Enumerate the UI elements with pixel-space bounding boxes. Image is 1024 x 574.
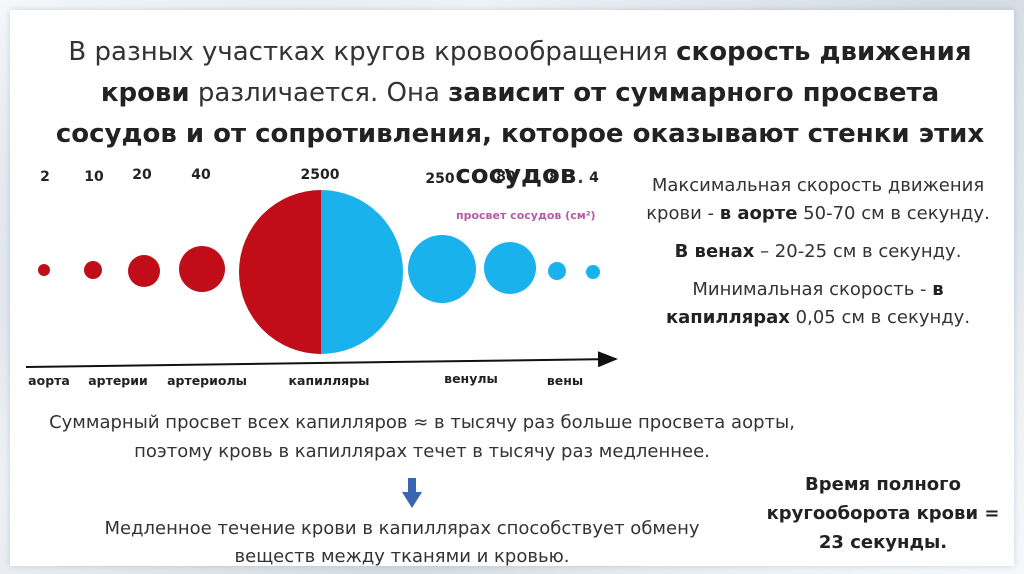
lumen-value-arterioles: 40 — [191, 167, 211, 183]
vessel-label-arterioles: артериолы — [167, 373, 247, 388]
vessel-label-venules: венулы — [444, 371, 498, 386]
headline: В разных участках кругов кровообращения … — [40, 32, 1000, 196]
lumen-value-capillaries: 2500 — [301, 167, 340, 183]
vessel-label-veins: вены — [547, 373, 583, 388]
lumen-value-aorta: 2 — [40, 169, 50, 185]
circle-venules — [408, 235, 476, 303]
speed-info-panel: Максимальная скорость движения крови - в… — [638, 172, 998, 342]
circle-capillaries-venous-half — [321, 190, 403, 354]
lumen-value-small-veins: 80 — [496, 169, 516, 185]
circle-arteries-large — [84, 261, 102, 279]
min-speed-text: Минимальная скорость - в капиллярах 0,05… — [665, 279, 971, 328]
conclusion-text: Медленное течение крови в капиллярах спо… — [104, 518, 700, 567]
lumen-value-veins: 8 — [549, 170, 559, 186]
max-speed-text: Максимальная скорость движения крови - в… — [646, 175, 990, 224]
flow-axis-arrow — [25, 351, 618, 368]
circle-capillaries-arterial-half — [239, 190, 321, 354]
headline-emphasis-speed: скорость движения крови — [100, 37, 972, 108]
headline-part: . — [576, 160, 585, 190]
vein-speed-text: В венах – 20-25 см в секунду. — [674, 241, 962, 262]
circle-vena-cava — [586, 265, 600, 279]
headline-part: В разных участках кругов кровообращения — [68, 37, 677, 67]
capillary-summary-text: Суммарный просвет всех капилляров ≈ в ты… — [49, 412, 795, 462]
circulation-time-text: Время полного кругооборота крови = 23 се… — [766, 474, 1000, 553]
lumen-value-arteries: 20 — [132, 167, 152, 183]
circle-arterioles — [179, 246, 225, 292]
vessel-label-capillaries: капилляры — [289, 373, 370, 388]
headline-emphasis-lumen: зависит от суммарного просвета сосудов и… — [55, 78, 985, 190]
circle-arteries — [128, 255, 160, 287]
lumen-unit-label: просвет сосудов (см²) — [456, 209, 596, 222]
slide: В разных участках кругов кровообращения … — [10, 10, 1014, 567]
circle-small-veins — [484, 242, 536, 294]
vessel-label-aorta: аорта — [28, 373, 70, 388]
circle-aorta — [38, 264, 50, 276]
vessel-label-arteries: артерии — [88, 373, 148, 388]
lumen-value-arteries-large: 10 — [84, 169, 104, 185]
lumen-value-vena-cava: 4 — [589, 170, 599, 186]
lumen-value-venules: 250 — [425, 171, 454, 187]
circle-veins — [548, 262, 566, 280]
headline-part: различается. Она — [189, 78, 449, 108]
down-arrow-icon — [402, 478, 422, 508]
vessel-diagram: 2 10 20 40 2500 250 80 8 4 просвет сосуд… — [25, 167, 618, 388]
